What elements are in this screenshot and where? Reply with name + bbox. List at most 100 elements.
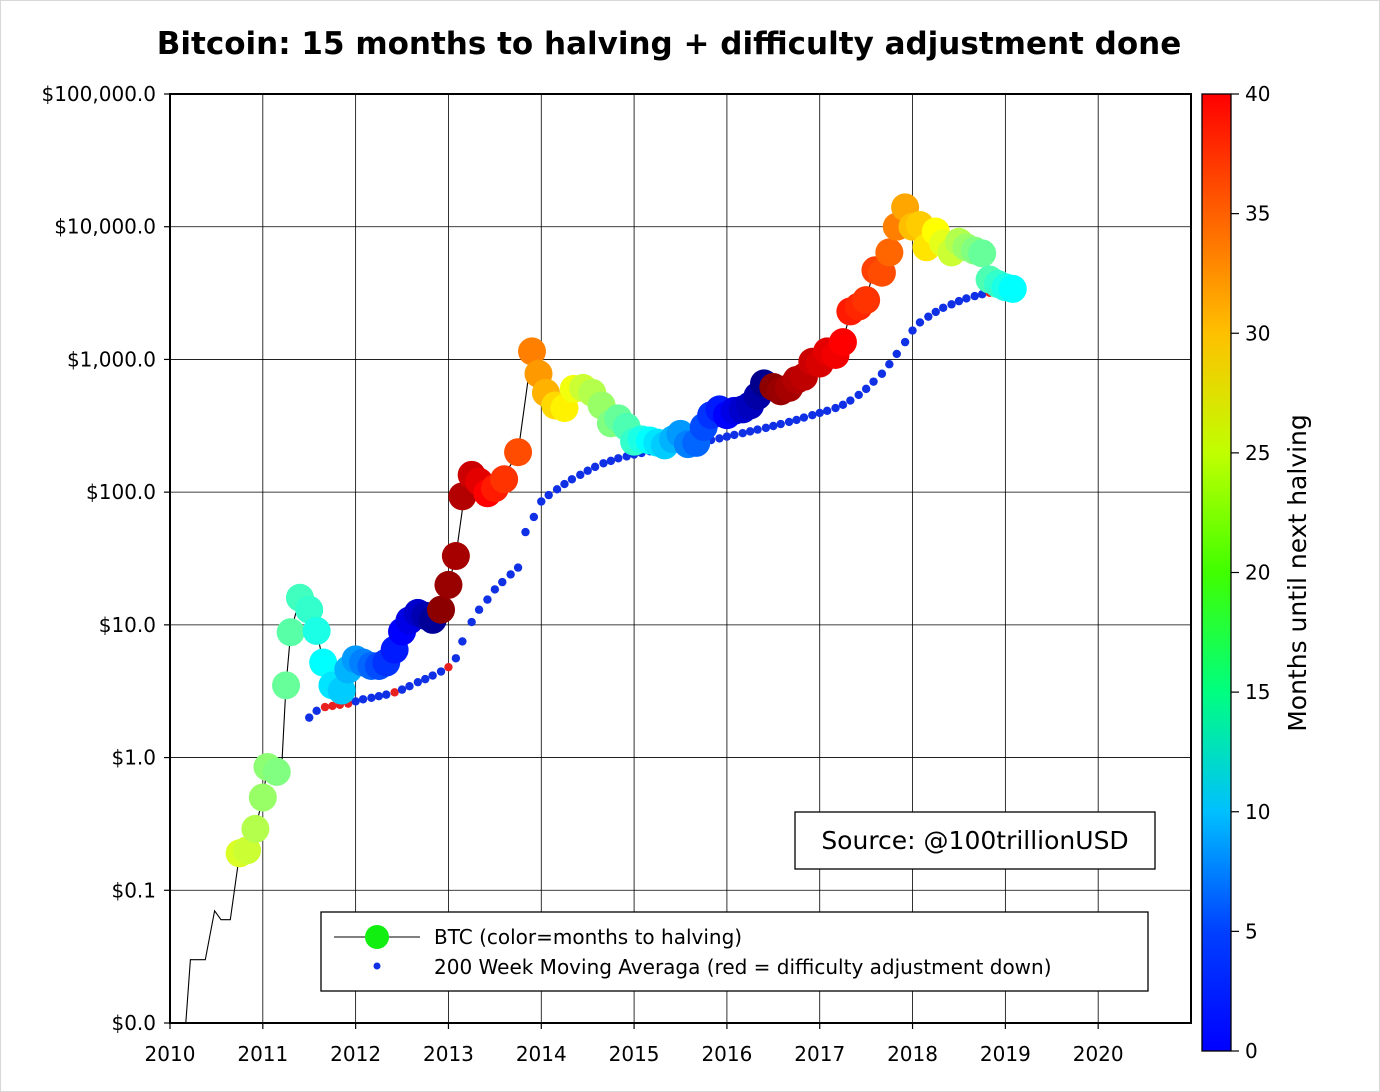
ma-point — [367, 693, 376, 703]
ma-point — [451, 654, 461, 663]
colorbar-tick-label: 10 — [1245, 800, 1270, 824]
plot-area — [185, 193, 1027, 1023]
ma-point — [529, 512, 539, 522]
ma-point — [413, 677, 423, 687]
colorbar-tick-label: 0 — [1245, 1039, 1258, 1063]
ma-point — [567, 475, 577, 484]
ma-point — [869, 377, 878, 386]
colorbar: 0 5 10 15 20 25 30 35 40 Months until next halvi… — [1201, 82, 1312, 1063]
ma-point — [305, 713, 314, 722]
ma-point — [877, 369, 887, 378]
legend-btc-marker — [365, 925, 389, 949]
ma-point — [390, 688, 399, 697]
ma-point — [730, 430, 739, 440]
x-tick-label: 2018 — [887, 1042, 938, 1066]
grid — [169, 93, 1191, 1024]
ma-point — [784, 417, 794, 427]
btc-point — [968, 239, 997, 268]
x-axis: 2010 2011 2012 2013 2014 2015 2016 2017 2018 2019… — [145, 1023, 1124, 1066]
ma-point — [745, 427, 755, 436]
ma-point — [421, 674, 430, 684]
btc-point — [490, 465, 519, 494]
ma-point — [722, 432, 732, 441]
ma-point — [358, 695, 368, 704]
btc-point — [875, 238, 904, 267]
plot-border — [169, 93, 1192, 1024]
colorbar-ticks: 0 5 10 15 20 25 30 35 40 — [1231, 82, 1270, 1063]
ma-point — [970, 291, 979, 301]
ma-point — [947, 300, 956, 309]
btc-point — [998, 274, 1027, 303]
btc-point — [852, 286, 881, 315]
x-tick-label: 2013 — [423, 1042, 474, 1066]
ma-point — [576, 470, 585, 480]
ma-point — [924, 312, 933, 321]
ma-point — [498, 577, 507, 587]
btc-point — [517, 337, 546, 366]
legend: BTC (color=months to halving) 200 Week M… — [320, 911, 1149, 992]
y-tick-label: $1.0 — [111, 746, 156, 770]
source-annotation: Source: @100trillionUSD — [821, 826, 1128, 855]
ma-point — [606, 456, 616, 466]
source-annotation-box: Source: @100trillionUSD — [794, 811, 1156, 870]
ma-point — [544, 490, 553, 500]
colorbar-gradient — [1201, 93, 1232, 1052]
colorbar-tick-label: 20 — [1245, 561, 1270, 585]
colorbar-tick-label: 40 — [1245, 82, 1270, 106]
btc-point — [241, 814, 270, 843]
y-tick-label: $1,000.0 — [67, 347, 156, 371]
btc-point — [427, 595, 456, 624]
ma-point — [854, 390, 863, 400]
ma-point — [382, 690, 391, 699]
ma-point — [521, 527, 530, 537]
ma-point — [513, 563, 523, 572]
btc-point — [309, 648, 338, 677]
ma-point — [846, 396, 855, 405]
ma-point — [506, 570, 515, 579]
legend-ma-marker — [373, 962, 381, 970]
y-tick-label: $0.1 — [111, 878, 156, 902]
ma-point — [490, 585, 500, 594]
ma-point — [822, 406, 832, 416]
ma-point — [753, 425, 762, 434]
y-tick-label: $10.0 — [99, 613, 156, 637]
ma-point — [761, 423, 771, 433]
btc-scatter-series — [225, 193, 1027, 868]
btc-point — [441, 542, 470, 571]
btc-point — [233, 836, 262, 865]
ma-point — [436, 667, 446, 676]
x-tick-label: 2020 — [1073, 1042, 1124, 1066]
btc-point — [262, 757, 291, 786]
ma-point — [397, 685, 407, 694]
legend-label-btc: BTC (color=months to halving) — [434, 925, 742, 949]
ma-point — [590, 462, 600, 472]
ma-point — [962, 294, 971, 303]
y-tick-label: $100,000.0 — [41, 82, 156, 106]
ma-point — [444, 662, 453, 672]
ma-point — [560, 479, 569, 489]
ma-point — [374, 692, 384, 701]
x-tick-label: 2012 — [330, 1042, 381, 1066]
y-tick-label: $10,000.0 — [54, 215, 156, 239]
x-tick-label: 2014 — [516, 1042, 567, 1066]
legend-label-ma: 200 Week Moving Averaga (red = difficult… — [434, 955, 1052, 979]
ma-point — [892, 349, 901, 359]
chart-title: Bitcoin: 15 months to halving + difficul… — [156, 26, 1182, 62]
ma-point — [474, 605, 484, 614]
ma-point — [915, 318, 925, 327]
ma-point — [799, 413, 809, 422]
colorbar-tick-label: 25 — [1245, 441, 1270, 465]
x-tick-label: 2017 — [794, 1042, 845, 1066]
ma-point — [312, 706, 321, 716]
ma-point — [808, 410, 817, 420]
ma-point — [931, 307, 940, 317]
btc-point — [272, 671, 301, 700]
colorbar-label: Months until next halving — [1283, 414, 1312, 732]
colorbar-tick-label: 30 — [1245, 321, 1270, 345]
ma-point — [428, 671, 437, 680]
colorbar-tick-label: 35 — [1245, 202, 1270, 226]
y-axis: $0.0 $0.1 $1.0 $10.0 $100.0 $1,000.0 $10,000.0… — [41, 82, 170, 1035]
btc-point — [504, 438, 533, 467]
